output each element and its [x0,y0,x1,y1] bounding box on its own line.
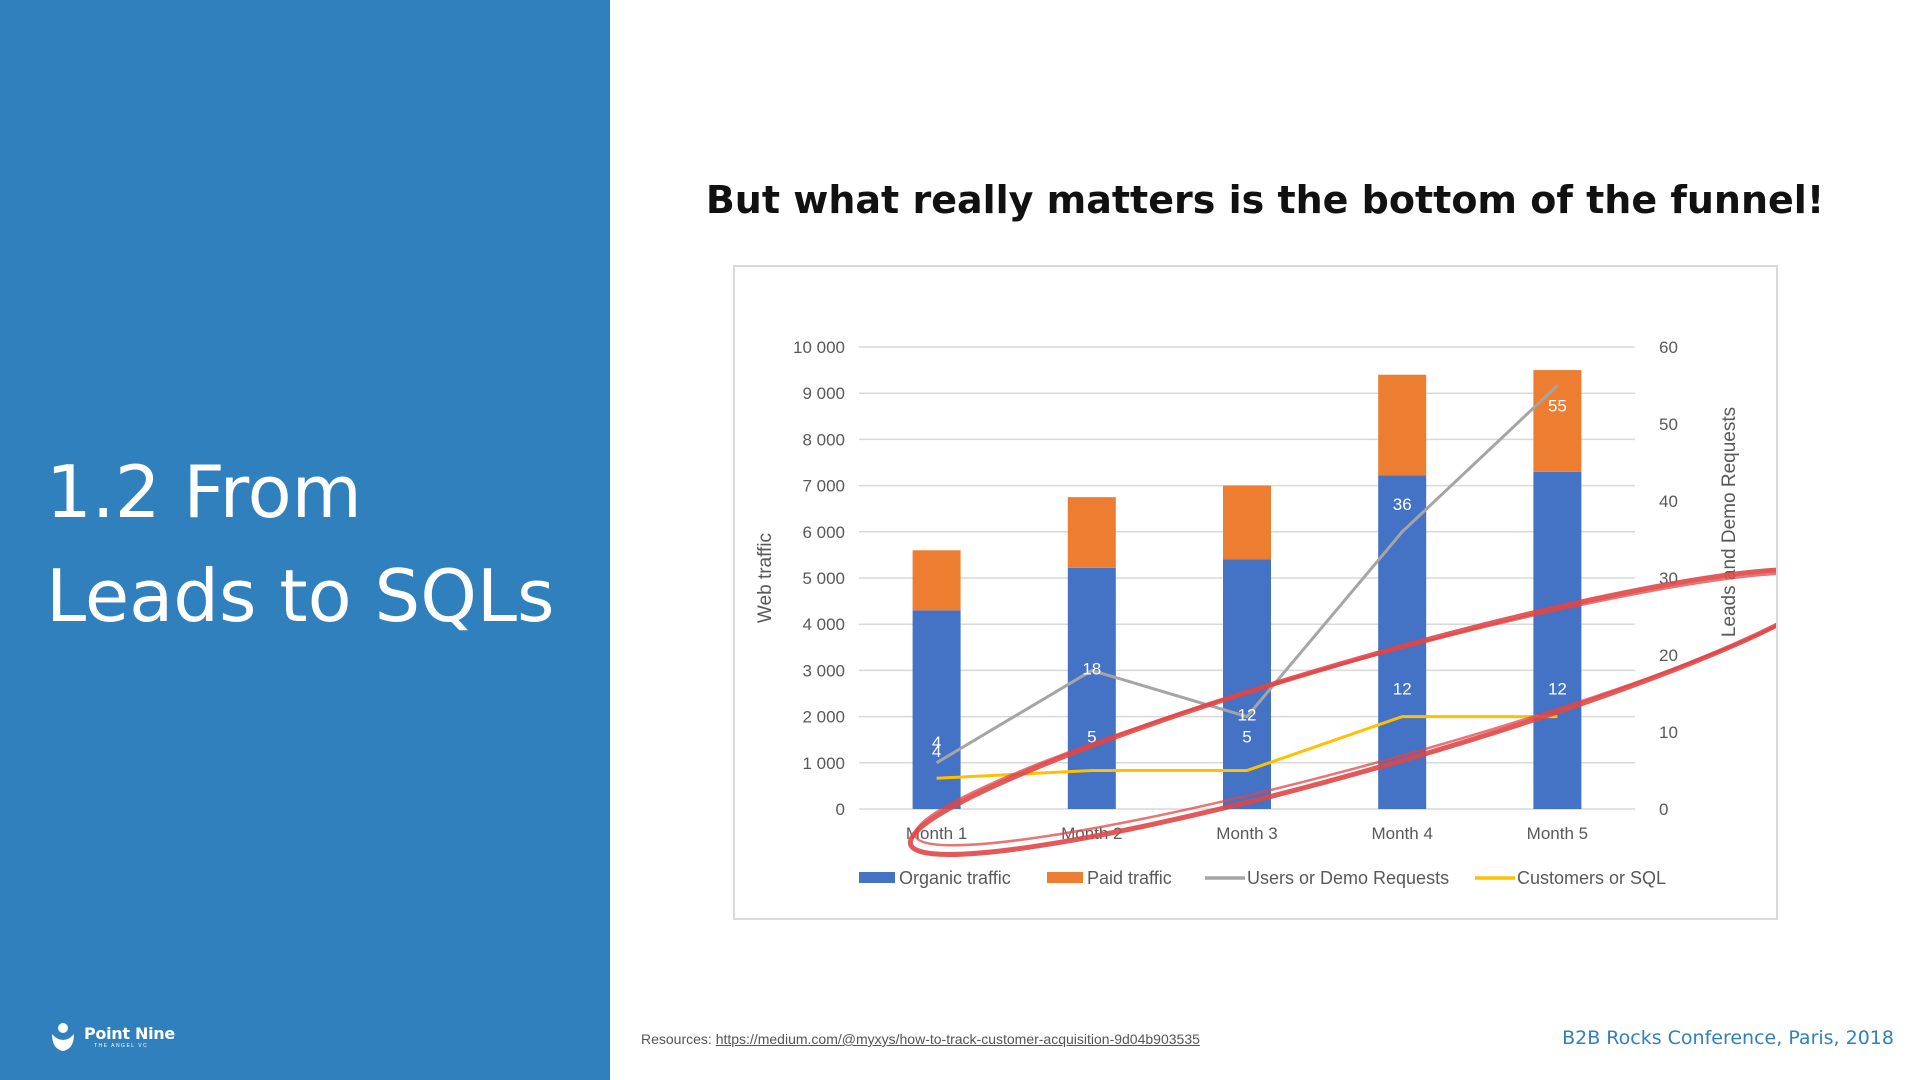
left-panel: 1.2 From Leads to SQLs Point Nine THE AN… [0,0,610,1080]
y2-tick-label: 20 [1659,646,1678,665]
conference-footer: B2B Rocks Conference, Paris, 2018 [1562,1027,1894,1049]
point-nine-logo-icon [52,1023,74,1051]
customers-sql-data-label: 5 [1087,728,1096,747]
y-axis-title: Web traffic [755,533,776,623]
users-demo-line [935,384,1559,765]
y2-tick-label: 0 [1659,800,1668,819]
y-tick-label: 1 000 [802,754,845,773]
resources-footer: Resources: https://medium.com/@myxys/how… [641,1031,1200,1047]
paid-traffic-bar [912,550,961,611]
customers-sql-data-label: 5 [1242,728,1251,747]
combo-chart: 0 1 000 2 000 3 000 4 000 5 000 6 000 7 000 8 00… [755,338,1776,888]
hand-drawn-circle [907,567,1776,857]
users-demo-data-label: 55 [1548,397,1567,416]
organic-traffic-bar [1533,471,1582,809]
customers-sql-data-label: 12 [1393,680,1412,699]
y2-tick-label: 10 [1659,723,1678,742]
logo-name: Point Nine [84,1023,175,1043]
customers-sql-data-label: 4 [932,733,941,752]
y-tick-label: 7 000 [802,477,845,496]
paid-traffic-bar [1378,374,1427,476]
legend-swatch [859,872,895,883]
users-demo-data-label: 4 [932,742,941,761]
paid-traffic-bar [1067,497,1116,568]
organic-traffic-bar [912,610,961,809]
users-demo-data-label: 36 [1393,495,1412,514]
customers-sql-line [936,715,1558,780]
y2-axis-title: Leads and Demo Requests [1719,407,1740,637]
y-tick-label: 4 000 [802,615,845,634]
logo-tagline: THE ANGEL VC [94,1042,149,1049]
y-tick-label: 3 000 [802,661,845,680]
legend-label: Customers or SQL [1517,868,1666,888]
x-tick-label: Month 5 [1527,824,1588,843]
slide-title: 1.2 From Leads to SQLs [46,440,586,648]
paid-traffic-bar [1533,370,1582,472]
customers-sql-data-label: 12 [1548,680,1567,699]
users-demo-data-label: 12 [1238,706,1257,725]
y-tick-label: 8 000 [802,430,845,449]
legend-swatch [1047,872,1083,883]
y-tick-label: 9 000 [802,384,845,403]
y2-tick-label: 50 [1659,415,1678,434]
users-demo-data-label: 18 [1082,659,1101,678]
y-tick-label: 2 000 [802,708,845,727]
hand-drawn-circle-stroke [913,572,1776,847]
organic-traffic-bar [1067,567,1116,809]
y-tick-label: 6 000 [802,523,845,542]
y2-tick-label: 60 [1659,338,1678,357]
resources-link[interactable]: https://medium.com/@myxys/how-to-track-c… [715,1031,1200,1047]
point-nine-logo: Point Nine THE ANGEL VC [50,1022,175,1052]
slide-headline: But what really matters is the bottom of… [705,178,1825,222]
slide-title-line1: 1.2 From [46,450,362,534]
organic-traffic-bar [1223,559,1271,809]
legend-label: Users or Demo Requests [1247,868,1449,888]
chart-frame: 0 1 000 2 000 3 000 4 000 5 000 6 000 7 000 8 00… [733,265,1778,920]
x-tick-label: Month 4 [1371,824,1432,843]
x-tick-label: Month 3 [1216,824,1277,843]
y2-tick-label: 40 [1659,492,1678,511]
y-tick-label: 10 000 [793,338,845,357]
resources-label: Resources: [641,1031,712,1047]
slide-title-line2: Leads to SQLs [46,554,555,638]
y-tick-label: 0 [836,800,845,819]
paid-traffic-bar [1223,485,1271,560]
y-tick-label: 5 000 [802,569,845,588]
legend-label: Organic traffic [899,868,1011,888]
legend-label: Paid traffic [1087,868,1172,888]
